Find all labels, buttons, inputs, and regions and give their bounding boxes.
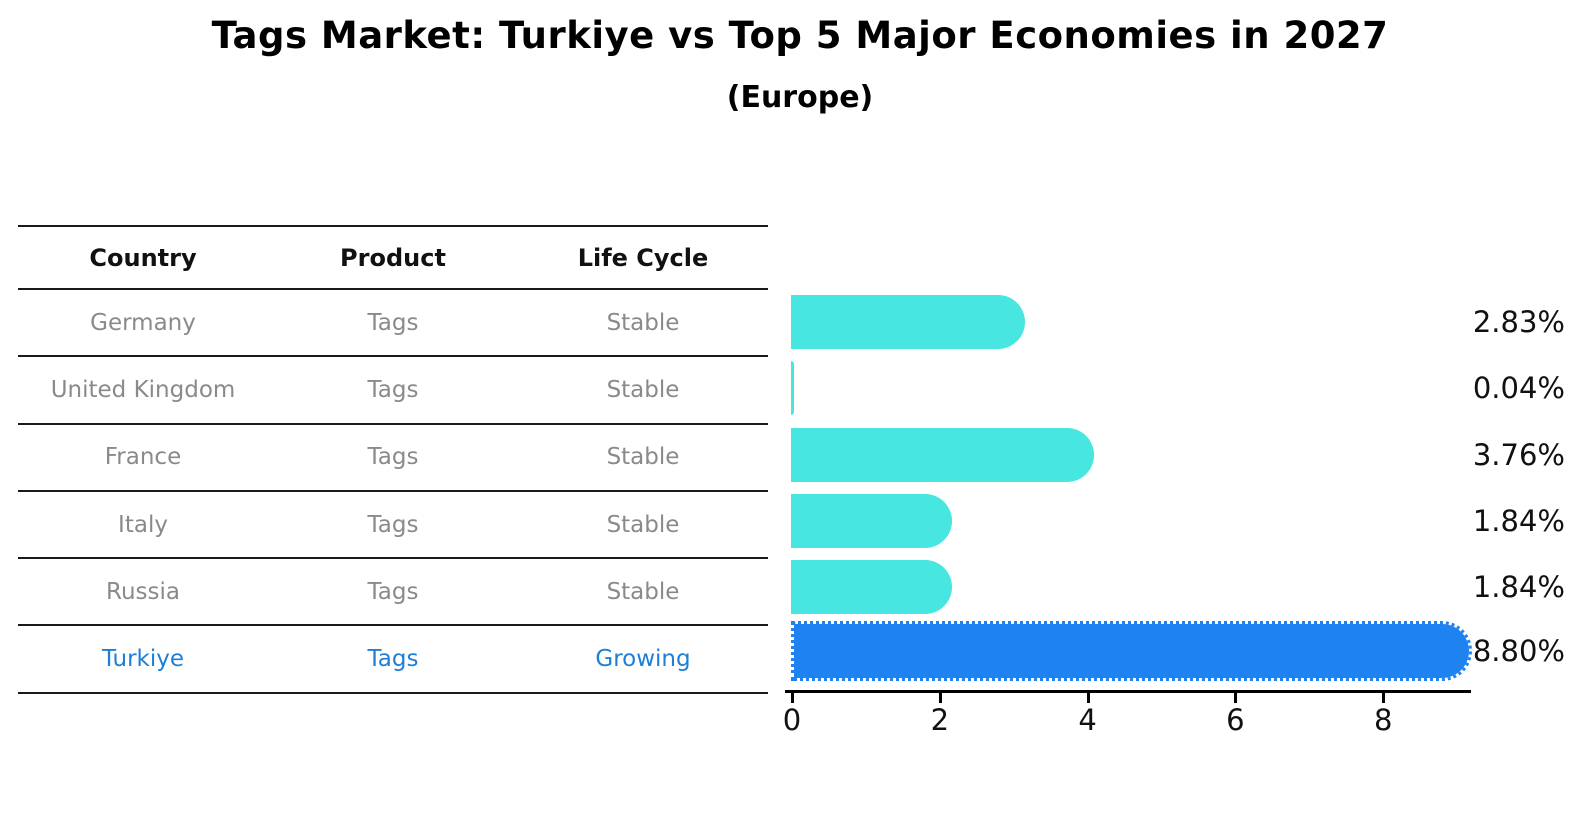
- cell-product: Tags: [367, 444, 419, 471]
- x-axis-tick-label-0: 0: [782, 703, 802, 737]
- bar-united-kingdom: [791, 361, 794, 415]
- x-axis-tick-label-2: 2: [930, 703, 950, 737]
- cell-country: Russia: [106, 578, 180, 605]
- cell-product: Tags: [367, 646, 419, 673]
- column-header-product: Product: [340, 243, 446, 272]
- x-axis-tick-label-8: 8: [1373, 703, 1393, 737]
- cell-product: Tags: [367, 578, 419, 605]
- column-header-country: Country: [89, 243, 197, 272]
- cell-country: France: [104, 444, 182, 471]
- x-axis-tick-label-4: 4: [1078, 703, 1097, 737]
- cell-life-cycle: Growing: [595, 646, 691, 673]
- cell-country: Germany: [90, 309, 196, 336]
- table-row-russia: Russia Tags Stable: [18, 557, 768, 624]
- x-axis-tick-6: [1234, 693, 1238, 703]
- table-body: Germany Tags Stable United Kingdom Tags Stabl…: [18, 288, 768, 692]
- cell-country: Turkiye: [101, 646, 185, 673]
- value-label-united-kingdom: 0.04%: [1472, 371, 1565, 405]
- bar-france: [791, 428, 1094, 482]
- bar-russia: [791, 560, 952, 614]
- cell-country: Italy: [118, 511, 168, 538]
- cell-product: Tags: [367, 309, 419, 336]
- x-axis-tick-8: [1382, 693, 1386, 703]
- cell-product: Tags: [367, 376, 419, 403]
- bar-turkiye: [791, 621, 1473, 681]
- x-axis-tick-4: [1086, 693, 1090, 703]
- value-label-germany: 2.83%: [1472, 305, 1565, 339]
- cell-life-cycle: Stable: [606, 376, 680, 403]
- table-row-turkiye: Turkiye Tags Growing: [18, 624, 768, 691]
- chart-subtitle: (Europe): [726, 80, 874, 115]
- table-row-france: France Tags Stable: [18, 422, 768, 490]
- cell-country: United Kingdom: [50, 376, 236, 403]
- country-table: Country Product Life Cycle Germany Tags St…: [18, 225, 768, 694]
- table-header-row: Country Product Life Cycle: [18, 227, 768, 288]
- table-row-germany: Germany Tags Stable: [18, 288, 768, 355]
- value-label-russia: 1.84%: [1472, 570, 1565, 604]
- x-axis-tick-2: [938, 693, 942, 703]
- value-label-italy: 1.84%: [1472, 504, 1565, 538]
- value-label-france: 3.76%: [1472, 438, 1565, 472]
- x-axis-line: [785, 690, 1471, 693]
- value-label-turkiye: 8.80%: [1472, 634, 1565, 668]
- table-row-italy: Italy Tags Stable: [18, 489, 768, 557]
- cell-product: Tags: [367, 511, 419, 538]
- cell-life-cycle: Stable: [606, 511, 680, 538]
- chart-title: Tags Market: Turkiye vs Top 5 Major Econ…: [211, 14, 1389, 57]
- bar-italy: [791, 494, 952, 548]
- bar-germany: [791, 295, 1026, 349]
- x-axis-tick-label-6: 6: [1226, 703, 1245, 737]
- x-axis-tick-0: [791, 693, 794, 703]
- table-row-united-kingdom: United Kingdom Tags Stable: [18, 355, 768, 422]
- cell-life-cycle: Stable: [606, 444, 680, 471]
- cell-life-cycle: Stable: [606, 578, 680, 605]
- cell-life-cycle: Stable: [606, 309, 680, 336]
- column-header-life-cycle: Life Cycle: [577, 243, 709, 272]
